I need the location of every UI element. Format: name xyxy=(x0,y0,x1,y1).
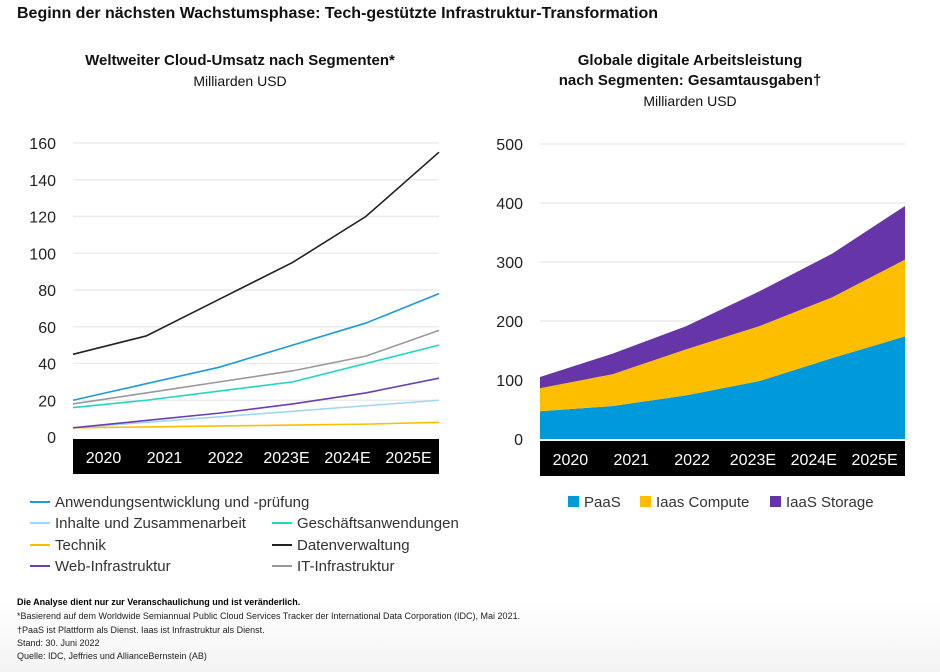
line-chart-x-tick-label: 2023E xyxy=(263,450,309,467)
legend-label: Web-Infrastruktur xyxy=(55,558,171,575)
line-chart-y-tick-label: 40 xyxy=(38,357,56,374)
footer-note-2: †PaaS ist Plattform als Dienst. Iaas ist… xyxy=(17,625,265,635)
legend-swatch xyxy=(770,496,781,507)
series-line-anwendungsentwicklung-und-prüfung xyxy=(72,292,440,402)
footer-note-1: *Basierend auf dem Worldwide Semiannual … xyxy=(17,611,521,621)
line-chart-x-tick-label: 2021 xyxy=(147,450,183,467)
left-chart-subtitle: Milliarden USD xyxy=(193,73,287,89)
right-chart-subtitle: Milliarden USD xyxy=(643,93,737,109)
line-chart-y-tick-label: 60 xyxy=(38,320,56,337)
legend-label: Technik xyxy=(55,537,106,554)
series-line-inhalte-und-zusammenarbeit xyxy=(72,399,440,429)
series-line-technik xyxy=(72,421,440,429)
legend-label: PaaS xyxy=(584,494,621,511)
area-chart-x-tick-label: 2020 xyxy=(553,452,589,469)
legend-swatch xyxy=(568,496,579,507)
line-chart-x-tick-label: 2025E xyxy=(385,450,431,467)
footer-date: Stand: 30. Juni 2022 xyxy=(17,638,100,648)
line-chart-y-tick-label: 20 xyxy=(38,393,56,410)
legend-label: Iaas Compute xyxy=(656,494,749,511)
legend-label: IT-Infrastruktur xyxy=(297,558,395,575)
page-title: Beginn der nächsten Wachstumsphase: Tech… xyxy=(17,5,658,22)
series-line-it-infrastruktur xyxy=(72,329,440,405)
legend-label: Inhalte und Zusammenarbeit xyxy=(55,515,247,532)
line-chart-y-tick-label: 100 xyxy=(29,246,56,263)
series-line-geschäftsanwendungen xyxy=(72,344,440,409)
footer-source: Quelle: IDC, Jeffries und AllianceBernst… xyxy=(17,651,207,661)
area-chart-x-axis-band xyxy=(540,441,905,476)
area-chart-x-tick-label: 2021 xyxy=(613,452,649,469)
legend-label: Anwendungsentwicklung und -prüfung xyxy=(55,494,309,511)
legend-swatch xyxy=(640,496,651,507)
line-chart-y-tick-label: 140 xyxy=(29,173,56,190)
line-chart-x-tick-label: 2020 xyxy=(86,450,122,467)
left-chart-title: Weltweiter Cloud-Umsatz nach Segmenten* xyxy=(85,52,395,69)
line-chart-x-tick-label: 2022 xyxy=(208,450,244,467)
area-series-paas xyxy=(540,336,905,439)
area-chart-y-tick-label: 400 xyxy=(496,196,523,213)
area-series-iaas-storage xyxy=(540,205,905,389)
area-chart-y-tick-label: 500 xyxy=(496,137,523,154)
area-chart-y-tick-label: 100 xyxy=(496,373,523,390)
legend-label: IaaS Storage xyxy=(786,494,874,511)
series-line-datenverwaltung xyxy=(72,151,440,356)
area-series-iaas-compute xyxy=(540,259,905,412)
line-chart-x-axis-band xyxy=(73,439,439,474)
series-line-web-infrastruktur xyxy=(72,377,440,429)
legend-label: Datenverwaltung xyxy=(297,537,410,554)
footer-disclaimer: Die Analyse dient nur zur Veranschaulich… xyxy=(17,597,301,607)
area-chart-x-tick-label: 2024E xyxy=(791,452,837,469)
area-chart-x-tick-label: 2023E xyxy=(730,452,776,469)
area-chart-y-tick-label: 300 xyxy=(496,255,523,272)
area-chart-x-tick-label: 2022 xyxy=(674,452,710,469)
line-chart-y-tick-label: 80 xyxy=(38,283,56,300)
area-chart-y-tick-label: 0 xyxy=(514,432,523,449)
legend-label: Geschäftsanwendungen xyxy=(297,515,459,532)
right-chart-title-line2: nach Segmenten: Gesamtausgaben† xyxy=(558,72,822,89)
line-chart-y-tick-label: 0 xyxy=(47,430,56,447)
line-chart-y-tick-label: 160 xyxy=(29,136,56,153)
line-chart-x-tick-label: 2024E xyxy=(324,450,370,467)
area-chart-x-tick-label: 2025E xyxy=(851,452,897,469)
line-chart-y-tick-label: 120 xyxy=(29,210,56,227)
area-chart-y-tick-label: 200 xyxy=(496,314,523,331)
right-chart-title: Globale digitale Arbeitsleistung xyxy=(577,52,803,69)
